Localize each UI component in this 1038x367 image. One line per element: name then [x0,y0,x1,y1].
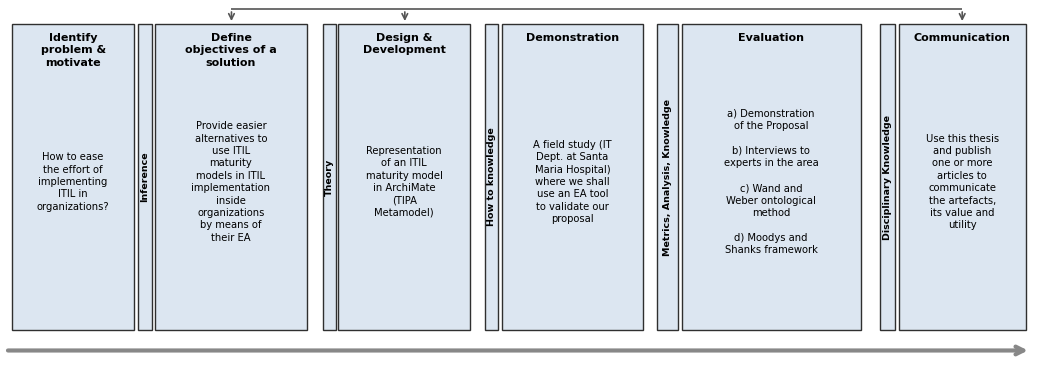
Text: How to ease
the effort of
implementing
ITIL in
organizations?: How to ease the effort of implementing I… [37,152,109,212]
Text: Define
objectives of a
solution: Define objectives of a solution [185,33,277,68]
Bar [12,24,134,330]
Bar [682,24,861,330]
Bar [485,24,498,330]
Text: Inference: Inference [140,152,149,202]
Bar [338,24,470,330]
Bar [502,24,643,330]
Text: Provide easier
alternatives to
use ITIL
maturity
models in ITIL
implementation
i: Provide easier alternatives to use ITIL … [191,121,271,243]
Text: a) Demonstration
of the Proposal

b) Interviews to
experts in the area

c) Wand : a) Demonstration of the Proposal b) Inte… [723,109,819,255]
Text: Evaluation: Evaluation [738,33,804,43]
Text: A field study (IT
Dept. at Santa
Maria Hospital)
where we shall
use an EA tool
t: A field study (IT Dept. at Santa Maria H… [534,140,611,224]
Text: Metrics, Analysis, Knowledge: Metrics, Analysis, Knowledge [663,99,672,255]
Text: How to knowledge: How to knowledge [487,128,496,226]
Text: Use this thesis
and publish
one or more
articles to
communicate
the artefacts,
i: Use this thesis and publish one or more … [926,134,999,230]
Bar [323,24,336,330]
Text: Representation
of an ITIL
maturity model
in ArchiMate
(TIPA
Metamodel): Representation of an ITIL maturity model… [365,146,443,218]
Text: Demonstration: Demonstration [526,33,619,43]
Bar [657,24,678,330]
Text: Design &
Development: Design & Development [363,33,445,55]
Text: Identify
problem &
motivate: Identify problem & motivate [40,33,106,68]
Text: Theory: Theory [325,159,334,196]
Bar [880,24,895,330]
Text: Communication: Communication [913,33,1011,43]
Bar [138,24,152,330]
Bar [899,24,1026,330]
Text: Disciplinary Knowledge: Disciplinary Knowledge [883,115,892,240]
Bar [155,24,307,330]
